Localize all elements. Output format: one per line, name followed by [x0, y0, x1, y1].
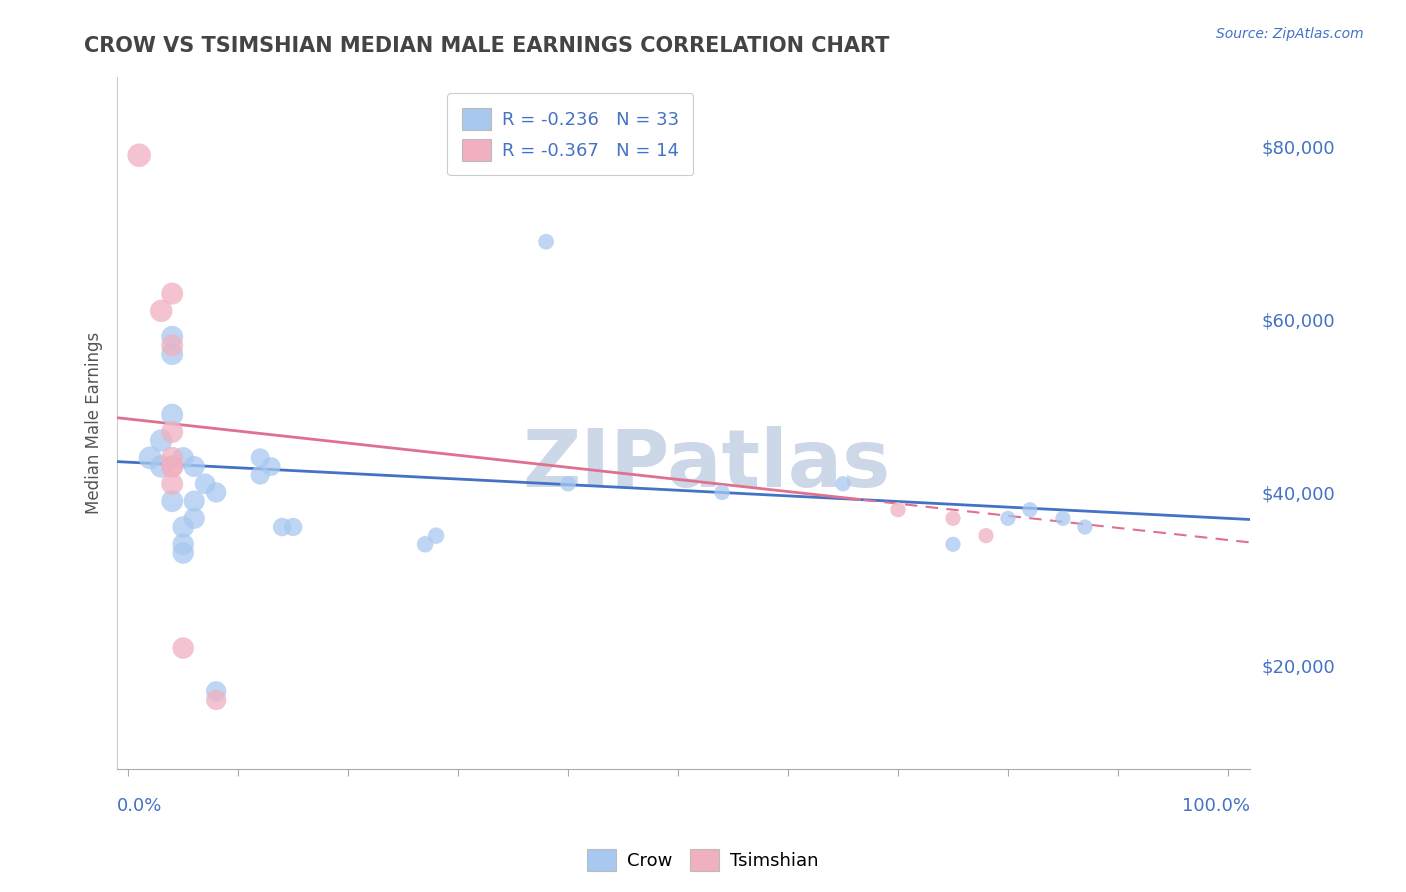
Point: [150, 434, 173, 448]
Point: [160, 459, 183, 474]
Legend: Crow, Tsimshian: Crow, Tsimshian: [581, 842, 825, 879]
Text: ZIPatlas: ZIPatlas: [522, 425, 890, 504]
Point: [172, 520, 194, 534]
Point: [160, 425, 183, 439]
Point: [160, 338, 183, 352]
Point: [160, 476, 183, 491]
Point: [160, 347, 183, 361]
Point: [942, 511, 965, 525]
Point: [172, 546, 194, 560]
Point: [1074, 520, 1097, 534]
Point: [711, 485, 734, 500]
Point: [249, 450, 271, 465]
Point: [887, 502, 910, 516]
Text: CROW VS TSIMSHIAN MEDIAN MALE EARNINGS CORRELATION CHART: CROW VS TSIMSHIAN MEDIAN MALE EARNINGS C…: [84, 36, 890, 55]
Point: [249, 468, 271, 483]
Text: Source: ZipAtlas.com: Source: ZipAtlas.com: [1216, 27, 1364, 41]
Point: [557, 476, 579, 491]
Point: [183, 494, 205, 508]
Point: [172, 641, 194, 656]
Point: [534, 235, 557, 249]
Point: [974, 529, 997, 543]
Point: [413, 537, 436, 551]
Text: 0.0%: 0.0%: [117, 797, 163, 814]
Point: [139, 450, 162, 465]
Point: [425, 529, 447, 543]
Point: [832, 476, 855, 491]
Point: [260, 459, 283, 474]
Point: [1019, 502, 1042, 516]
Point: [997, 511, 1019, 525]
Point: [150, 459, 173, 474]
Point: [281, 520, 304, 534]
Point: [205, 693, 228, 707]
Point: [205, 684, 228, 698]
Text: 100.0%: 100.0%: [1182, 797, 1250, 814]
Y-axis label: Median Male Earnings: Median Male Earnings: [86, 332, 103, 515]
Point: [172, 537, 194, 551]
Point: [160, 286, 183, 301]
Point: [160, 459, 183, 474]
Point: [1052, 511, 1074, 525]
Point: [942, 537, 965, 551]
Point: [160, 330, 183, 344]
Point: [160, 408, 183, 422]
Point: [172, 450, 194, 465]
Point: [150, 304, 173, 318]
Point: [128, 148, 150, 162]
Point: [160, 450, 183, 465]
Point: [183, 459, 205, 474]
Legend: R = -0.236   N = 33, R = -0.367   N = 14: R = -0.236 N = 33, R = -0.367 N = 14: [447, 94, 693, 176]
Point: [271, 520, 294, 534]
Point: [194, 476, 217, 491]
Point: [183, 511, 205, 525]
Point: [205, 485, 228, 500]
Point: [160, 494, 183, 508]
